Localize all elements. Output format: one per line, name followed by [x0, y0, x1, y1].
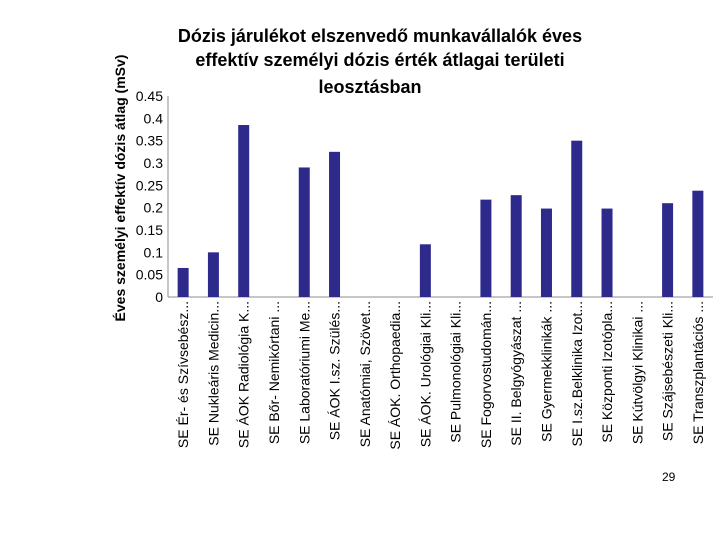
bar — [298, 167, 310, 297]
category-label: SE I.sz.Belklinika Izot... — [569, 301, 585, 447]
y-tick-label: 0 — [155, 289, 163, 305]
category-label: SE II. Belgyógyászat ... — [508, 301, 524, 446]
chart-title-line-1: Dózis járulékot elszenvedő munkavállalók… — [178, 26, 582, 46]
category-label: SE ÁOK. Urológiai Kli... — [417, 301, 433, 447]
category-label: SE Nukleáris Medicin... — [205, 301, 221, 446]
bar — [510, 195, 522, 297]
bar — [601, 208, 613, 297]
category-label: SE Transzplantációs ... — [690, 301, 706, 444]
category-label: SE ÁOK Radiológia K... — [236, 301, 252, 448]
category-label: SE Ér- és Szívsebész... — [175, 301, 191, 448]
bar — [571, 140, 583, 297]
bar — [662, 203, 674, 297]
chart-title-line-2: effektív személyi dózis érték átlagai te… — [195, 50, 564, 70]
y-tick-label: 0.05 — [136, 267, 163, 283]
category-label: SE Kútvölgyi Klinikai ... — [629, 301, 645, 444]
y-tick-label: 0.4 — [144, 110, 164, 126]
bar — [540, 208, 552, 297]
y-axis-label: Éves személyi effektív dózis átlag (mSv) — [112, 55, 128, 322]
chart-title-line-3: leosztásban — [318, 77, 421, 97]
category-label: SE Szájsebészeti Kli... — [660, 301, 676, 441]
bar — [238, 125, 250, 298]
category-label: SE ÁOK. Orthopaedia... — [387, 301, 403, 450]
category-label: SE Anatómiai, Szövet... — [357, 301, 373, 447]
category-label: SE Bőr- Nemikórtani ... — [266, 301, 282, 444]
category-label: SE ÁOK I.sz. Szülés... — [327, 301, 343, 440]
y-tick-label: 0.1 — [144, 244, 164, 260]
bar — [329, 151, 341, 297]
y-tick-label: 0.25 — [136, 177, 163, 193]
bar — [480, 199, 492, 297]
bar — [419, 244, 431, 297]
bar — [207, 252, 219, 297]
y-tick-label: 0.2 — [144, 200, 164, 216]
page-number: 29 — [662, 470, 676, 484]
category-label: SE Központi Izotópla... — [599, 301, 615, 443]
y-tick-labels: 0 0.05 0.1 0.15 0.2 0.25 0.3 0.35 0.4 0.45 — [136, 88, 163, 305]
category-label: SE Pulmonológiai Kli... — [448, 301, 464, 443]
y-tick-label: 0.45 — [136, 88, 163, 104]
category-label: SE Gyermekklinikák ... — [538, 301, 554, 442]
category-label: SE Fogorvostudomán... — [478, 301, 494, 448]
y-tick-label: 0.35 — [136, 133, 163, 149]
category-label: SE Laboratóriumi Me... — [296, 301, 312, 444]
y-tick-label: 0.3 — [144, 155, 164, 171]
bar — [692, 190, 704, 297]
category-labels: SE Ér- és Szívsebész... SE Nukleáris Medi… — [175, 301, 706, 450]
bars — [177, 125, 704, 298]
bar — [177, 267, 189, 297]
y-tick-label: 0.15 — [136, 222, 163, 238]
